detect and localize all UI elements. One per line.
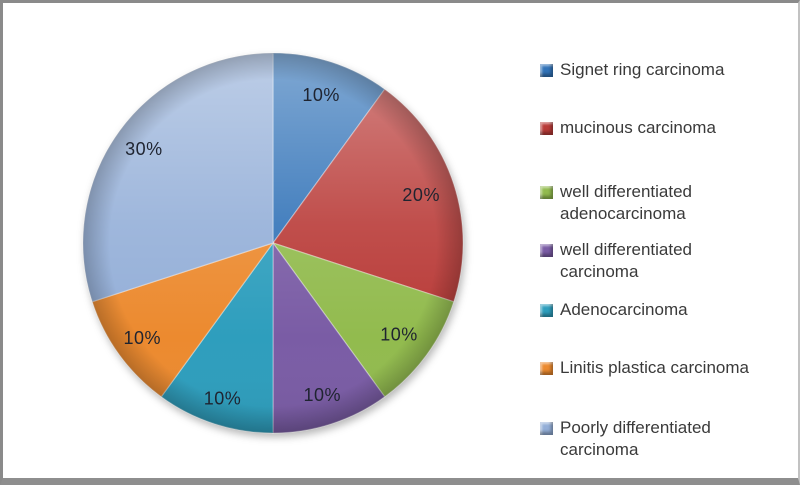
legend-item-adenocarcinoma[interactable]: Adenocarcinoma [540,299,688,321]
legend-swatch-icon [540,186,553,199]
legend-label: well differentiated carcinoma [560,240,692,281]
legend-item-mucinous-carcinoma[interactable]: mucinous carcinoma [540,117,716,139]
pie-slice-percent-label: 30% [125,139,163,159]
legend-label: Poorly differentiated carcinoma [560,418,711,459]
legend-item-well-differentiated-carcinoma[interactable]: well differentiated carcinoma [540,239,770,283]
legend-swatch-icon [540,64,553,77]
pie-slice-percent-label: 10% [304,385,342,405]
chart-legend: Signet ring carcinoma mucinous carcinoma… [540,3,792,478]
legend-label: Signet ring carcinoma [560,60,725,79]
legend-item-signet-ring-carcinoma[interactable]: Signet ring carcinoma [540,59,724,81]
legend-swatch-icon [540,304,553,317]
legend-label: well differentiated adenocarcinoma [560,182,692,223]
legend-label: mucinous carcinoma [560,118,716,137]
legend-swatch-icon [540,122,553,135]
legend-item-poorly-differentiated-carcinoma[interactable]: Poorly differentiated carcinoma [540,417,770,461]
legend-label: Adenocarcinoma [560,300,688,319]
pie-slice-percent-label: 20% [402,185,440,205]
pie-slice-percent-label: 10% [124,328,162,348]
legend-item-linitis-plastica-carcinoma[interactable]: Linitis plastica carcinoma [540,357,749,379]
legend-swatch-icon [540,362,553,375]
pie-slice-percent-label: 10% [380,325,418,345]
legend-swatch-icon [540,422,553,435]
pie-slice-percent-label: 10% [302,85,340,105]
legend-item-well-differentiated-adenocarcinoma[interactable]: well differentiated adenocarcinoma [540,181,770,225]
legend-label: Linitis plastica carcinoma [560,358,749,377]
pie-slice-percent-label: 10% [204,388,242,408]
legend-swatch-icon [540,244,553,257]
